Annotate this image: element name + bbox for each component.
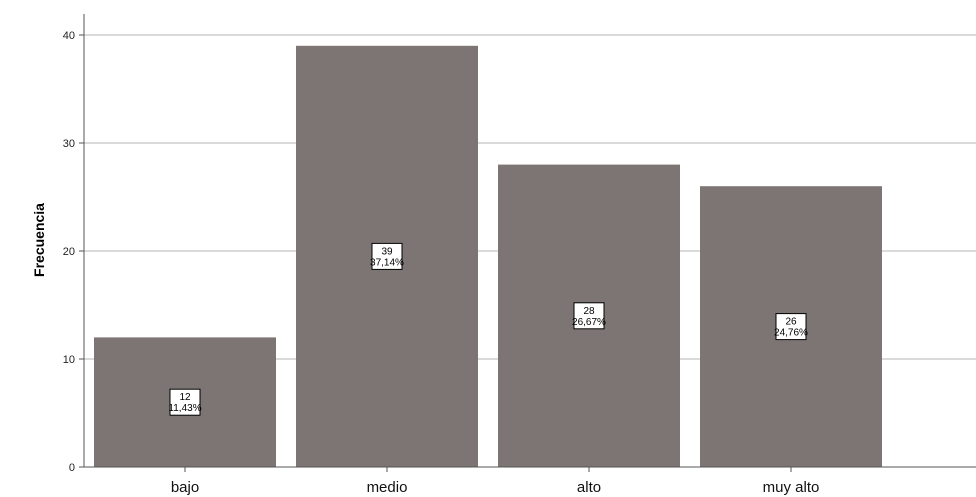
x-tick-label: alto bbox=[577, 479, 601, 496]
data-label-count: 39 bbox=[381, 246, 393, 257]
data-label-count: 28 bbox=[583, 306, 595, 317]
data-label-count: 26 bbox=[785, 317, 797, 328]
y-tick-label: 30 bbox=[63, 138, 75, 150]
x-tick-label: bajo bbox=[171, 479, 199, 496]
x-tick-label: medio bbox=[367, 479, 408, 496]
data-label-percent: 26,67% bbox=[572, 317, 606, 328]
y-tick-label: 20 bbox=[63, 246, 75, 258]
data-label-box bbox=[775, 313, 807, 341]
y-axis-label: Frecuencia bbox=[31, 203, 47, 277]
y-tick-label: 0 bbox=[69, 462, 75, 474]
y-tick-label: 40 bbox=[63, 30, 75, 42]
bars bbox=[94, 45, 882, 468]
y-tick-labels: 0 10 20 30 40 bbox=[63, 30, 75, 474]
data-label-count: 12 bbox=[179, 392, 191, 403]
data-label-box bbox=[371, 242, 403, 270]
y-tick-label: 10 bbox=[63, 354, 75, 366]
data-label-percent: 11,43% bbox=[168, 403, 201, 414]
data-label-box bbox=[573, 302, 605, 330]
axes bbox=[79, 14, 976, 472]
data-label-box bbox=[169, 388, 201, 416]
x-tick-label: muy alto bbox=[763, 479, 820, 496]
data-label-percent: 37,14% bbox=[370, 257, 404, 268]
x-tick-labels: bajo medio alto muy alto bbox=[171, 479, 820, 496]
data-label-percent: 24,76% bbox=[774, 328, 808, 339]
